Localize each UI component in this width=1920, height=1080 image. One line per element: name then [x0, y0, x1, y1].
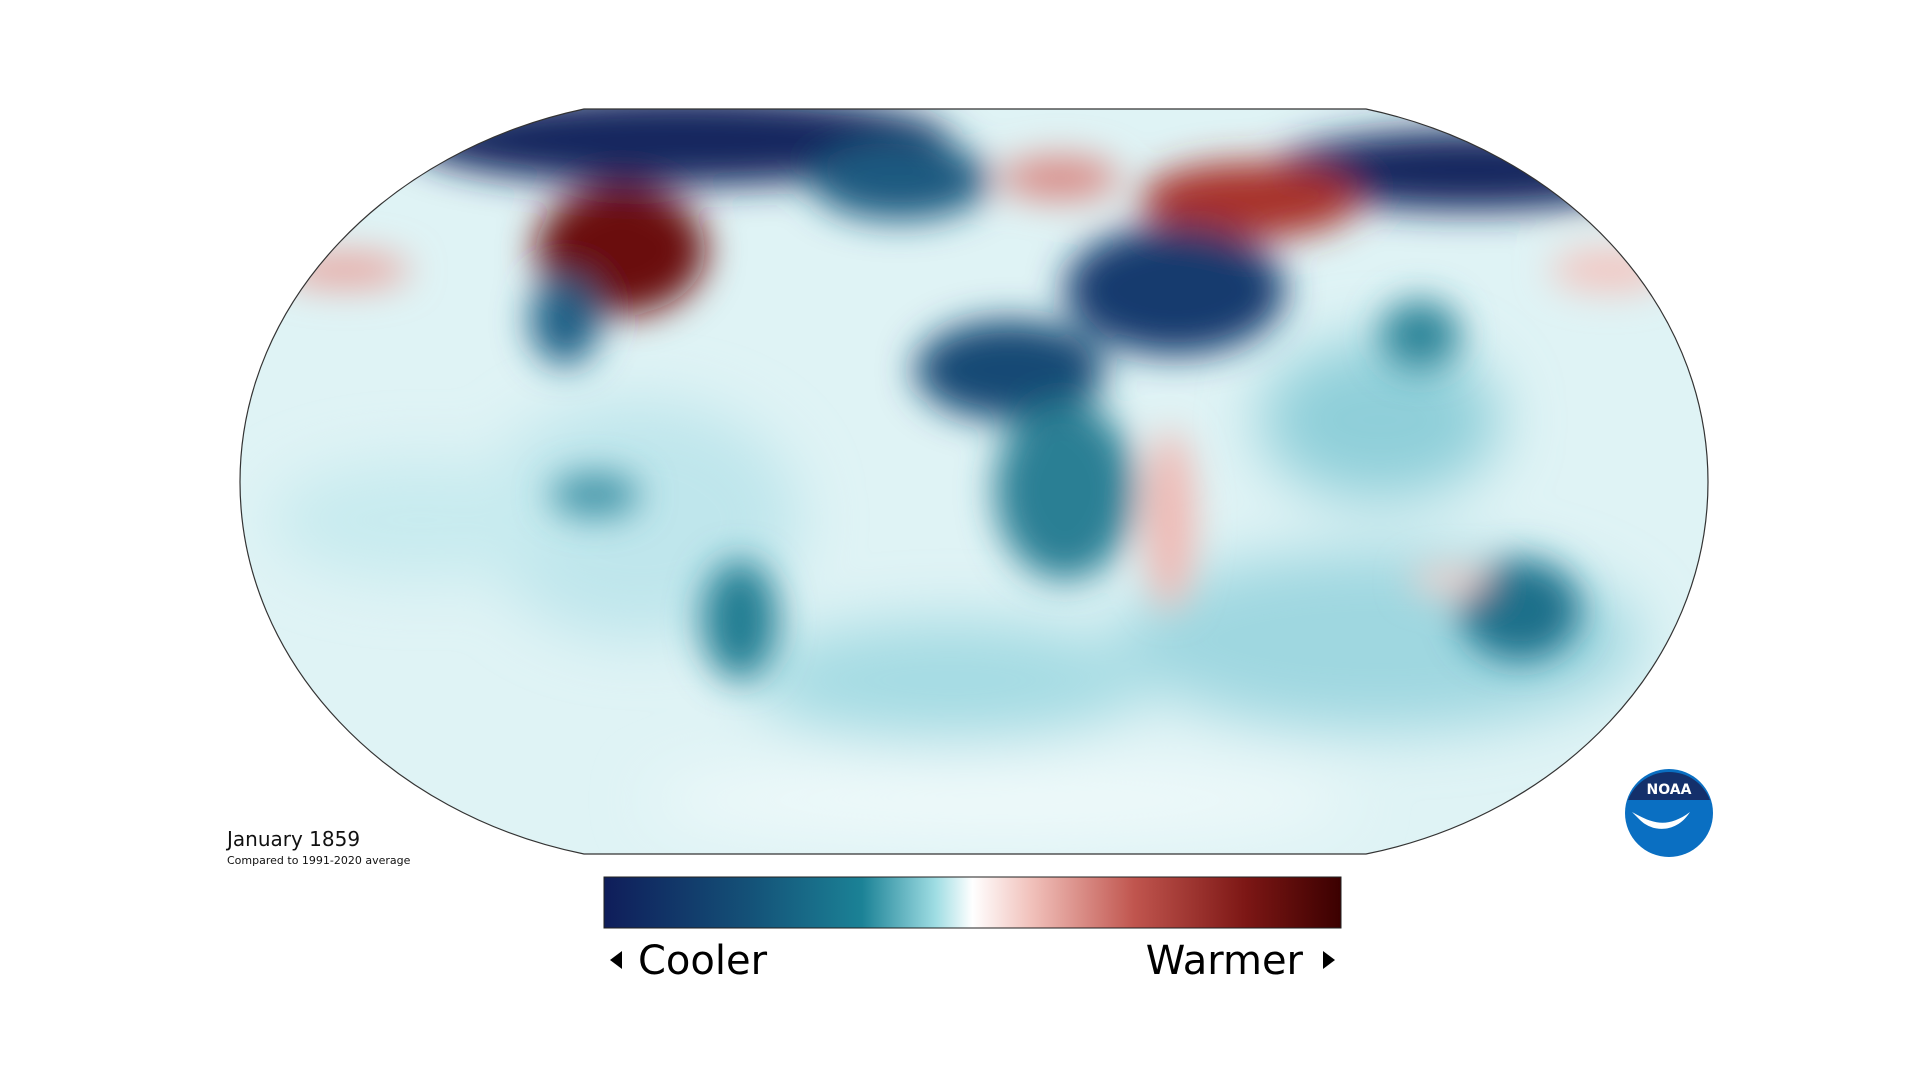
anomaly-blob — [530, 275, 600, 365]
caption-subtitle: Compared to 1991-2020 average — [227, 854, 411, 867]
legend-low-label: Cooler — [638, 938, 768, 984]
anomaly-blob — [270, 460, 570, 580]
noaa-logo: NOAA — [1625, 769, 1713, 857]
anomaly-blob — [1460, 560, 1580, 660]
anomaly-blob — [1410, 566, 1490, 594]
anomaly-blob — [702, 560, 778, 680]
logo-gull — [1632, 812, 1690, 829]
anomaly-map — [240, 109, 1708, 854]
anomaly-blob — [1140, 162, 1360, 238]
logo-top — [1628, 771, 1710, 800]
color-scale — [603, 876, 1342, 929]
warmer-arrow — [1323, 951, 1335, 969]
cooler-arrow — [610, 951, 622, 969]
anomaly-blob — [810, 140, 990, 220]
anomaly-blob — [550, 473, 640, 517]
anomaly-blob — [1380, 300, 1460, 370]
caption-title: January 1859 — [225, 827, 360, 851]
anomaly-blob — [995, 400, 1135, 580]
anomaly-blob — [1145, 430, 1195, 610]
anomaly-blob — [750, 620, 1150, 740]
anomaly-blob — [1260, 340, 1500, 500]
logo-text: NOAA — [1647, 782, 1692, 798]
map-outline — [239, 108, 1709, 855]
anomaly-blob — [650, 760, 1350, 840]
legend-high-label: Warmer — [1146, 938, 1304, 984]
anomaly-blob — [1000, 156, 1120, 200]
anomaly-blob — [1065, 225, 1285, 355]
anomaly-blob — [280, 252, 410, 288]
anomaly-blob — [1550, 248, 1670, 292]
anomaly-blob — [915, 320, 1105, 420]
